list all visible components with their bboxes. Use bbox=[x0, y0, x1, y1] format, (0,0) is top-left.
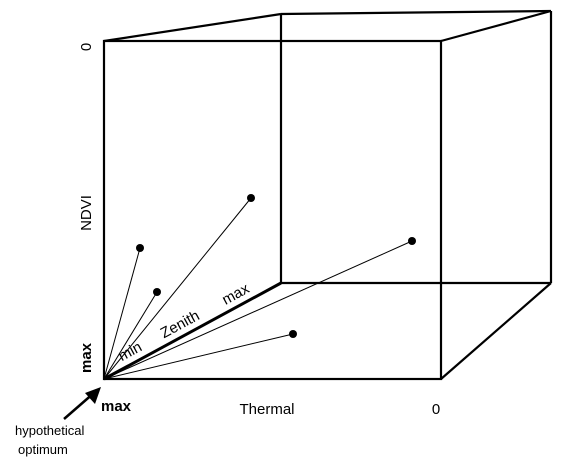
points bbox=[136, 194, 416, 338]
ray-3 bbox=[103, 197, 252, 380]
cube-back-face bbox=[279, 9, 553, 285]
depth-top-left-edge bbox=[103, 12, 282, 43]
zenith-min-label: min bbox=[116, 338, 145, 364]
optimum-label-line1: hypothetical bbox=[15, 423, 84, 438]
point-5 bbox=[289, 330, 297, 338]
thermal-left-label: max bbox=[101, 398, 132, 415]
optimum-label-line2: optimum bbox=[18, 442, 68, 457]
thermal-right-label: 0 bbox=[432, 401, 440, 418]
cube-depth-edges bbox=[103, 9, 552, 381]
zenith-max-label: max bbox=[219, 280, 252, 309]
optimum-arrow bbox=[63, 387, 101, 420]
ndvi-top-label: 0 bbox=[78, 43, 95, 51]
cube-front-face bbox=[102, 39, 443, 381]
front-face-rect bbox=[102, 39, 443, 381]
depth-top-right-edge bbox=[440, 9, 552, 43]
ray-4 bbox=[103, 240, 413, 380]
back-top-edge bbox=[280, 9, 552, 16]
zenith-axis-edge bbox=[103, 281, 282, 381]
ray-1 bbox=[103, 247, 141, 380]
ndvi-bottom-label: max bbox=[78, 342, 95, 373]
rays bbox=[103, 197, 413, 380]
ray-2 bbox=[103, 291, 158, 380]
depth-bottom-right-edge bbox=[440, 282, 552, 380]
thermal-axis-label: Thermal bbox=[239, 401, 294, 418]
point-1 bbox=[136, 244, 144, 252]
ray-5 bbox=[103, 333, 294, 380]
point-4 bbox=[408, 237, 416, 245]
zenith-axis-labels: min Zenith max bbox=[116, 280, 253, 365]
point-3 bbox=[247, 194, 255, 202]
ndvi-axis-label: NDVI bbox=[78, 195, 95, 231]
optimum-arrow-head bbox=[85, 387, 101, 404]
point-2 bbox=[153, 288, 161, 296]
